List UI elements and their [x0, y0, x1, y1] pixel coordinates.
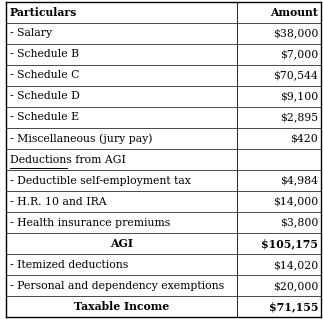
Text: - Salary: - Salary: [10, 28, 52, 38]
Text: - Schedule E: - Schedule E: [10, 112, 79, 122]
Text: $2,895: $2,895: [280, 112, 318, 122]
Text: - Schedule D: - Schedule D: [10, 91, 79, 101]
Text: $14,020: $14,020: [273, 260, 318, 270]
Text: $3,800: $3,800: [280, 218, 318, 228]
Text: $20,000: $20,000: [273, 281, 318, 291]
Text: Amount: Amount: [270, 7, 318, 18]
Text: AGI: AGI: [110, 238, 133, 249]
Text: $7,000: $7,000: [280, 49, 318, 59]
Text: - Health insurance premiums: - Health insurance premiums: [10, 218, 170, 228]
Text: $14,000: $14,000: [273, 197, 318, 207]
Text: $71,155: $71,155: [269, 301, 318, 312]
Text: - Itemized deductions: - Itemized deductions: [10, 260, 128, 270]
Text: $9,100: $9,100: [280, 91, 318, 101]
Text: - H.R. 10 and IRA: - H.R. 10 and IRA: [10, 197, 106, 207]
Text: - Personal and dependency exemptions: - Personal and dependency exemptions: [10, 281, 224, 291]
Text: Taxable Income: Taxable Income: [74, 301, 170, 312]
Text: - Schedule B: - Schedule B: [10, 49, 79, 59]
Text: $70,544: $70,544: [273, 70, 318, 80]
Text: - Miscellaneous (jury pay): - Miscellaneous (jury pay): [10, 133, 152, 144]
Text: - Deductible self-employment tax: - Deductible self-employment tax: [10, 175, 191, 186]
Text: $105,175: $105,175: [261, 238, 318, 249]
Text: Deductions from AGI: Deductions from AGI: [10, 154, 126, 165]
Text: Particulars: Particulars: [10, 7, 77, 18]
Text: - Schedule C: - Schedule C: [10, 70, 79, 80]
Text: $4,984: $4,984: [280, 175, 318, 186]
Text: $420: $420: [290, 133, 318, 144]
Text: $38,000: $38,000: [273, 28, 318, 38]
